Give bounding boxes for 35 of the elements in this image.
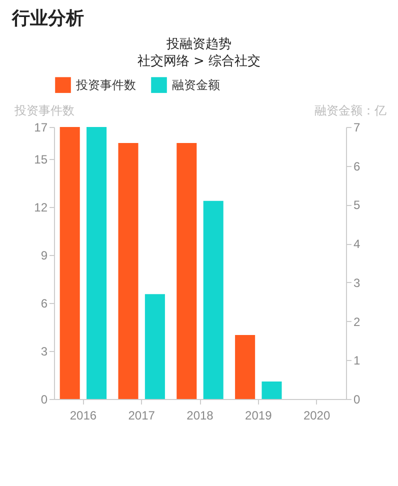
chart-title: 投融资趋势 <box>166 36 232 53</box>
y-tick-label: 6 <box>40 296 48 310</box>
y2-tick-label: 4 <box>354 237 360 252</box>
bar <box>203 200 224 399</box>
y-tick-label: 3 <box>40 344 48 358</box>
y-tick-label: 17 <box>34 120 48 134</box>
y-tick-label: 12 <box>34 200 48 214</box>
chart-subtitle: 社交网络 > 综合社交 <box>136 53 262 70</box>
x-tick-label: 2016 <box>70 408 97 422</box>
y2-tick-label: 7 <box>354 120 360 134</box>
bar <box>60 127 80 399</box>
y2-tick-label: 5 <box>354 198 360 212</box>
y-tick-label: 9 <box>40 248 48 262</box>
x-tick-label: 2017 <box>128 408 156 422</box>
bar <box>86 127 107 399</box>
x-tick-label: 2019 <box>245 408 272 422</box>
x-tick-label: 2018 <box>186 408 214 422</box>
bar <box>235 335 256 399</box>
y-tick-label: 0 <box>40 392 48 406</box>
bar <box>118 143 138 399</box>
y2-axis-title: 融资金额：亿 <box>314 104 386 118</box>
y-axis-title: 投资事件数 <box>14 104 74 118</box>
legend-label: 投资事件数 <box>75 78 136 92</box>
x-tick-label: 2020 <box>303 408 330 422</box>
legend-label: 融资金额 <box>172 78 220 92</box>
y2-tick-label: 0 <box>354 392 360 406</box>
y2-tick-label: 6 <box>354 159 360 174</box>
y2-tick-label: 2 <box>354 314 360 329</box>
bar <box>144 294 165 399</box>
y-tick-label: 15 <box>34 152 48 166</box>
text: 行业分析 <box>10 7 85 31</box>
bar <box>262 382 282 399</box>
y2-tick-label: 1 <box>354 354 360 368</box>
y2-tick-label: 3 <box>354 276 360 290</box>
bar <box>176 143 197 399</box>
